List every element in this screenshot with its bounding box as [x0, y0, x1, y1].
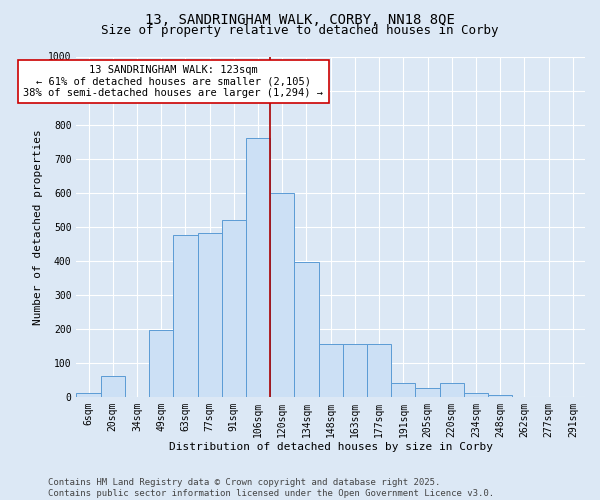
Bar — [149, 330, 173, 397]
Bar — [222, 220, 246, 397]
Text: Contains HM Land Registry data © Crown copyright and database right 2025.
Contai: Contains HM Land Registry data © Crown c… — [48, 478, 494, 498]
Text: Size of property relative to detached houses in Corby: Size of property relative to detached ho… — [101, 24, 499, 37]
Text: 13, SANDRINGHAM WALK, CORBY, NN18 8QE: 13, SANDRINGHAM WALK, CORBY, NN18 8QE — [145, 12, 455, 26]
Bar — [246, 138, 270, 397]
Bar — [367, 344, 391, 397]
Text: 13 SANDRINGHAM WALK: 123sqm
← 61% of detached houses are smaller (2,105)
38% of : 13 SANDRINGHAM WALK: 123sqm ← 61% of det… — [23, 65, 323, 98]
Bar — [464, 394, 488, 397]
Bar — [440, 383, 464, 397]
Bar — [319, 344, 343, 397]
Bar — [197, 234, 222, 397]
Bar — [391, 383, 415, 397]
Bar — [173, 235, 197, 397]
Bar — [343, 344, 367, 397]
Y-axis label: Number of detached properties: Number of detached properties — [32, 129, 43, 324]
Bar — [415, 388, 440, 397]
Bar — [270, 192, 295, 397]
Bar — [101, 376, 125, 397]
Bar — [488, 395, 512, 397]
Bar — [295, 262, 319, 397]
X-axis label: Distribution of detached houses by size in Corby: Distribution of detached houses by size … — [169, 442, 493, 452]
Bar — [76, 394, 101, 397]
